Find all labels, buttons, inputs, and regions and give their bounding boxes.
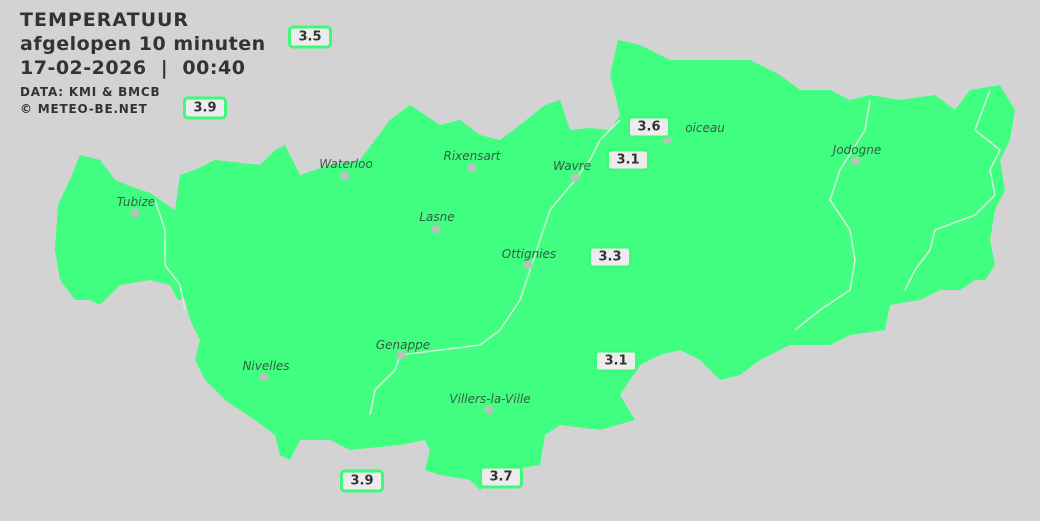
city-label-waterloo: Waterloo — [319, 157, 373, 171]
city-dot — [130, 208, 140, 218]
temperature-badge[interactable]: 3.7 — [479, 465, 523, 489]
city-label-villers-la-ville: Villers-la-Ville — [449, 392, 531, 406]
temperature-badge[interactable]: 3.9 — [183, 96, 227, 120]
city-dot — [570, 173, 580, 183]
city-dot — [851, 156, 861, 166]
map-subtitle: afgelopen 10 minuten — [20, 33, 266, 55]
temperature-badge[interactable]: 3.9 — [340, 469, 384, 493]
city-dot — [523, 260, 533, 270]
temperature-badge[interactable]: 3.1 — [606, 148, 650, 172]
city-label-jodogne: Jodogne — [832, 143, 882, 157]
city-label-nivelles: Nivelles — [242, 359, 290, 373]
data-source: DATA: KMI & BMCB — [20, 85, 161, 99]
city-dot — [431, 224, 441, 234]
city-dot — [259, 372, 269, 382]
city-dot — [340, 171, 350, 181]
temperature-badge[interactable]: 3.5 — [288, 25, 332, 49]
title-block: TEMPERATUUR afgelopen 10 minuten 17-02-2… — [20, 8, 266, 118]
city-label-lasne: Lasne — [419, 210, 455, 224]
copyright: © METEO-BE.NET — [20, 102, 148, 116]
temperature-badge[interactable]: 3.1 — [594, 349, 638, 373]
map-datetime: 17-02-2026 | 00:40 — [20, 57, 246, 79]
city-dot — [467, 163, 477, 173]
city-label-tubize: Tubize — [116, 195, 156, 209]
rivers — [154, 89, 1001, 416]
city-dot — [662, 135, 672, 145]
temperature-badge[interactable]: 3.6 — [627, 115, 671, 139]
city-label-partial: oiceau — [685, 121, 725, 135]
city-label-ottignies: Ottignies — [501, 247, 557, 261]
city-label-rixensart: Rixensart — [443, 149, 501, 163]
map-title: TEMPERATUUR — [20, 9, 190, 31]
city-dot — [484, 405, 494, 415]
temperature-badge[interactable]: 3.3 — [588, 245, 632, 269]
city-label-genappe: Genappe — [375, 338, 431, 352]
city-dot — [396, 350, 406, 360]
city-label-wavre: Wavre — [553, 159, 591, 173]
region-area — [55, 40, 1015, 490]
